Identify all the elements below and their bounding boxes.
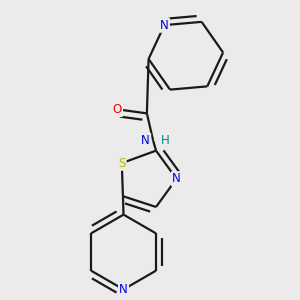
- Text: N: N: [141, 134, 150, 147]
- Text: N: N: [172, 172, 181, 185]
- Text: N: N: [160, 19, 169, 32]
- Text: O: O: [113, 103, 122, 116]
- Text: N: N: [119, 283, 128, 296]
- Text: S: S: [118, 157, 125, 169]
- Text: H: H: [161, 134, 170, 147]
